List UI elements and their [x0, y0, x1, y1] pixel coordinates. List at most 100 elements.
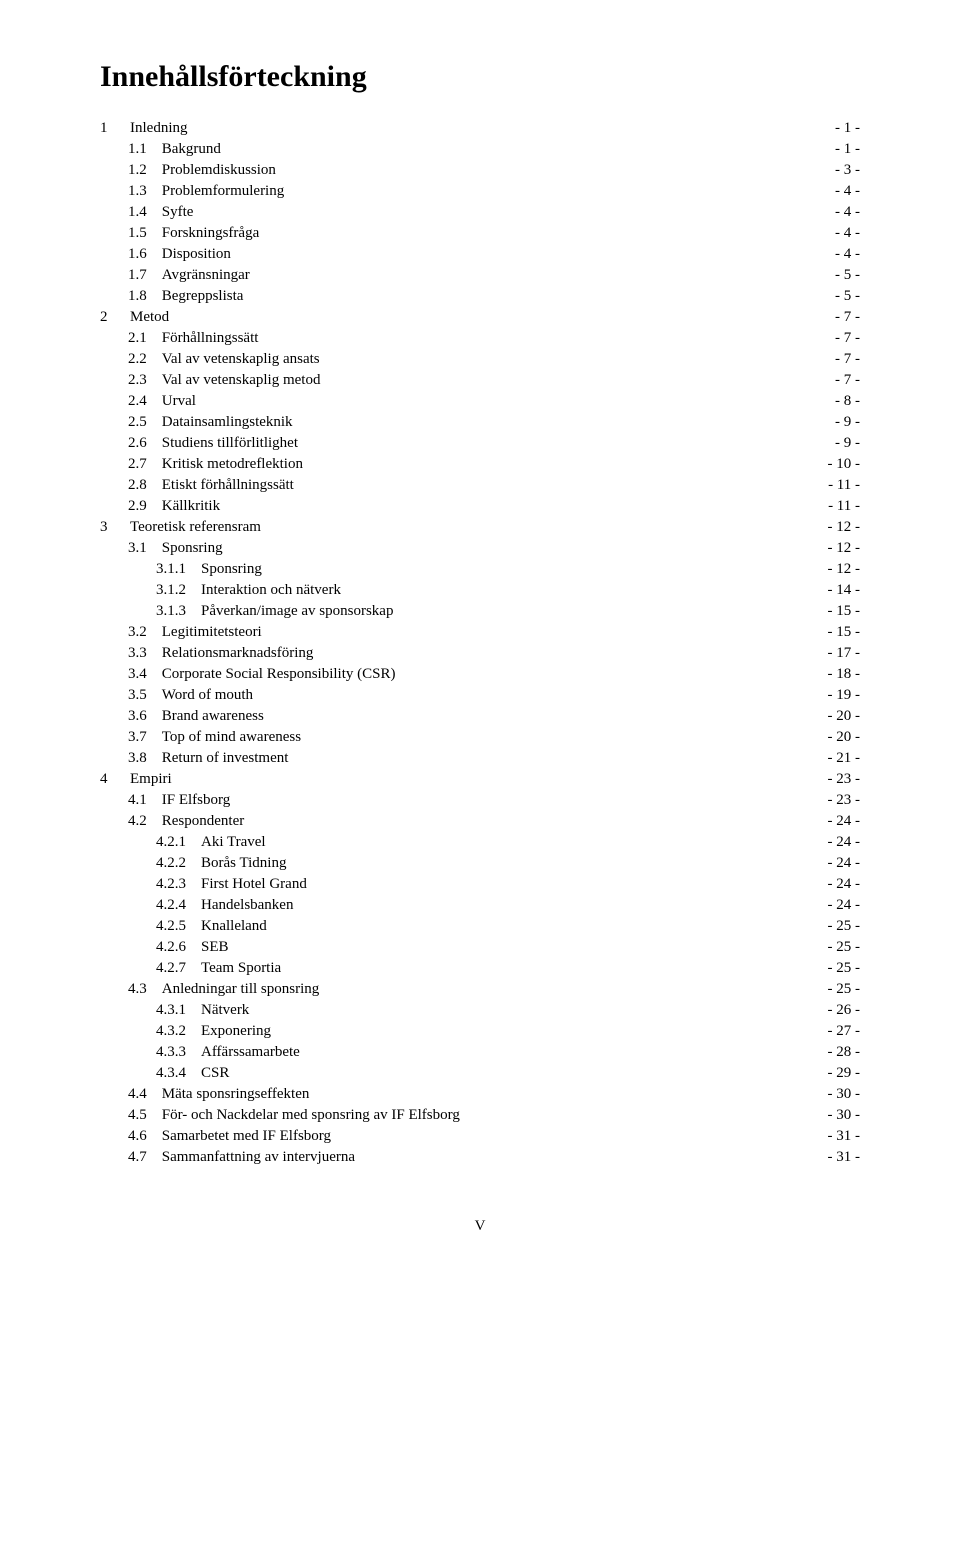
toc-entry-page: - 7 - [835, 328, 860, 349]
toc-entry-label: 4 Empiri [100, 769, 172, 790]
toc-entry: 3.4 Corporate Social Responsibility (CSR… [100, 664, 860, 685]
toc-entry-page: - 21 - [828, 748, 861, 769]
page-footer: V [100, 1218, 860, 1235]
toc-entry-label: 4.2.5 Knalleland [156, 916, 267, 937]
toc-entry: 4.2 Respondenter - 24 - [100, 811, 860, 832]
toc-entry: 2.6 Studiens tillförlitlighet- 9 - [100, 433, 860, 454]
toc-entry: 3.1.3 Påverkan/image av sponsorskap- 15 … [100, 601, 860, 622]
toc-entry: 1.4 Syfte- 4 - [100, 202, 860, 223]
toc-entry: 4.7 Sammanfattning av intervjuerna - 31 - [100, 1147, 860, 1168]
toc-entry-label: 4.2.4 Handelsbanken [156, 895, 293, 916]
toc-entry: 2.4 Urval- 8 - [100, 391, 860, 412]
toc-entry-page: - 31 - [828, 1126, 861, 1147]
toc-entry-page: - 25 - [828, 916, 861, 937]
toc-entry: 1.2 Problemdiskussion- 3 - [100, 160, 860, 181]
toc-entry-label: 1.1 Bakgrund [128, 139, 221, 160]
toc-entry: 4.6 Samarbetet med IF Elfsborg- 31 - [100, 1126, 860, 1147]
toc-entry-page: - 5 - [835, 286, 860, 307]
toc-entry-page: - 4 - [835, 223, 860, 244]
toc-entry: 3.1.2 Interaktion och nätverk - 14 - [100, 580, 860, 601]
toc-entry-label: 4.2 Respondenter [128, 811, 244, 832]
toc-entry-page: - 27 - [828, 1021, 861, 1042]
toc-entry-page: - 10 - [828, 454, 861, 475]
toc-entry: 4.4 Mäta sponsringseffekten- 30 - [100, 1084, 860, 1105]
toc-entry: 4.3.3 Affärssamarbete- 28 - [100, 1042, 860, 1063]
toc-entry-page: - 31 - [828, 1147, 861, 1168]
toc-entry-page: - 4 - [835, 244, 860, 265]
toc-entry-page: - 29 - [828, 1063, 861, 1084]
toc-entry-page: - 20 - [828, 706, 861, 727]
toc-entry-label: 4.3.3 Affärssamarbete [156, 1042, 300, 1063]
toc-entry: 1.3 Problemformulering- 4 - [100, 181, 860, 202]
toc-entry-label: 1 Inledning [100, 118, 188, 139]
toc-entry: 2.9 Källkritik - 11 - [100, 496, 860, 517]
toc-entry-label: 4.2.1 Aki Travel [156, 832, 266, 853]
toc-entry-label: 2.5 Datainsamlingsteknik [128, 412, 293, 433]
toc-entry-page: - 26 - [828, 1000, 861, 1021]
toc-entry-page: - 24 - [828, 895, 861, 916]
toc-entry-label: 3.1 Sponsring [128, 538, 223, 559]
toc-entry-page: - 15 - [828, 622, 861, 643]
toc-entry-label: 4.1 IF Elfsborg [128, 790, 230, 811]
toc-entry-label: 4.2.2 Borås Tidning [156, 853, 286, 874]
toc-entry: 4.3.2 Exponering - 27 - [100, 1021, 860, 1042]
toc-entry-label: 4.7 Sammanfattning av intervjuerna [128, 1147, 355, 1168]
toc-entry-label: 2.9 Källkritik [128, 496, 220, 517]
toc-entry-label: 3.4 Corporate Social Responsibility (CSR… [128, 664, 396, 685]
toc-entry: 3.6 Brand awareness- 20 - [100, 706, 860, 727]
toc-entry-page: - 11 - [828, 475, 860, 496]
toc-entry-label: 1.4 Syfte [128, 202, 193, 223]
toc-entry-label: 4.4 Mäta sponsringseffekten [128, 1084, 309, 1105]
toc-entry-label: 4.3.2 Exponering [156, 1021, 271, 1042]
toc-entry-label: 4.2.3 First Hotel Grand [156, 874, 307, 895]
toc-entry-label: 3.1.1 Sponsring [156, 559, 262, 580]
toc-entry-label: 4.2.7 Team Sportia [156, 958, 281, 979]
toc-entry-label: 4.3.1 Nätverk [156, 1000, 249, 1021]
toc-entry: 2.5 Datainsamlingsteknik- 9 - [100, 412, 860, 433]
toc-entry: 1.6 Disposition - 4 - [100, 244, 860, 265]
toc-entry-label: 2.3 Val av vetenskaplig metod [128, 370, 320, 391]
toc-entry-page: - 11 - [828, 496, 860, 517]
toc-entry-label: 2.1 Förhållningssätt [128, 328, 258, 349]
toc-entry: 1.5 Forskningsfråga- 4 - [100, 223, 860, 244]
toc-entry-label: 3.7 Top of mind awareness [128, 727, 301, 748]
toc-entry-label: 3.1.3 Påverkan/image av sponsorskap [156, 601, 393, 622]
toc-entry: 2.1 Förhållningssätt - 7 - [100, 328, 860, 349]
toc-entry: 2.3 Val av vetenskaplig metod - 7 - [100, 370, 860, 391]
toc-entry: 4.2.2 Borås Tidning - 24 - [100, 853, 860, 874]
toc-entry-page: - 18 - [828, 664, 861, 685]
toc-entry: 1.7 Avgränsningar- 5 - [100, 265, 860, 286]
toc-entry: 4 Empiri- 23 - [100, 769, 860, 790]
toc-entry-label: 1.6 Disposition [128, 244, 231, 265]
toc-entry-page: - 14 - [828, 580, 861, 601]
toc-entry-label: 1.7 Avgränsningar [128, 265, 250, 286]
toc-entry-page: - 12 - [828, 517, 861, 538]
toc-entry-label: 3.1.2 Interaktion och nätverk [156, 580, 341, 601]
toc-entry-page: - 1 - [835, 139, 860, 160]
toc-entry: 4.2.5 Knalleland - 25 - [100, 916, 860, 937]
toc-entry-page: - 24 - [828, 853, 861, 874]
toc-entry-page: - 25 - [828, 979, 861, 1000]
toc-entry-page: - 24 - [828, 811, 861, 832]
toc-entry: 4.2.1 Aki Travel- 24 - [100, 832, 860, 853]
toc-entry-label: 4.5 För- och Nackdelar med sponsring av … [128, 1105, 460, 1126]
toc-entry-page: - 25 - [828, 958, 861, 979]
toc-entry: 4.3 Anledningar till sponsring- 25 - [100, 979, 860, 1000]
toc-entry-page: - 3 - [835, 160, 860, 181]
toc-entry-page: - 7 - [835, 370, 860, 391]
toc-entry-label: 4.2.6 SEB [156, 937, 229, 958]
toc-entry: 2.2 Val av vetenskaplig ansats- 7 - [100, 349, 860, 370]
toc-entry-label: 2.8 Etiskt förhållningssätt [128, 475, 294, 496]
toc-entry-page: - 24 - [828, 874, 861, 895]
toc-entry-page: - 4 - [835, 181, 860, 202]
toc-entry: 4.3.1 Nätverk - 26 - [100, 1000, 860, 1021]
toc-entry-label: 3 Teoretisk referensram [100, 517, 261, 538]
toc-entry-page: - 17 - [828, 643, 861, 664]
toc-entry: 3 Teoretisk referensram - 12 - [100, 517, 860, 538]
toc-entry-page: - 20 - [828, 727, 861, 748]
toc-entry-page: - 9 - [835, 433, 860, 454]
toc-entry-page: - 7 - [835, 307, 860, 328]
toc-entry-page: - 12 - [828, 538, 861, 559]
toc-entry-page: - 1 - [835, 118, 860, 139]
toc-entry: 3.3 Relationsmarknadsföring- 17 - [100, 643, 860, 664]
